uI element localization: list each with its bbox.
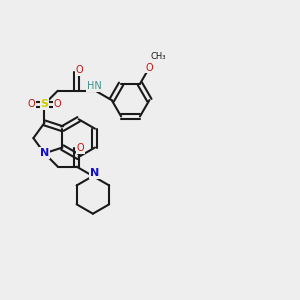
Text: O: O xyxy=(76,65,83,75)
Text: HN: HN xyxy=(87,81,102,91)
Text: O: O xyxy=(54,99,61,109)
Text: N: N xyxy=(90,168,100,178)
Text: S: S xyxy=(40,99,49,109)
Text: O: O xyxy=(77,143,84,153)
Text: CH₃: CH₃ xyxy=(150,52,166,61)
Text: N: N xyxy=(40,148,49,158)
Text: O: O xyxy=(28,99,35,109)
Text: O: O xyxy=(146,63,153,73)
